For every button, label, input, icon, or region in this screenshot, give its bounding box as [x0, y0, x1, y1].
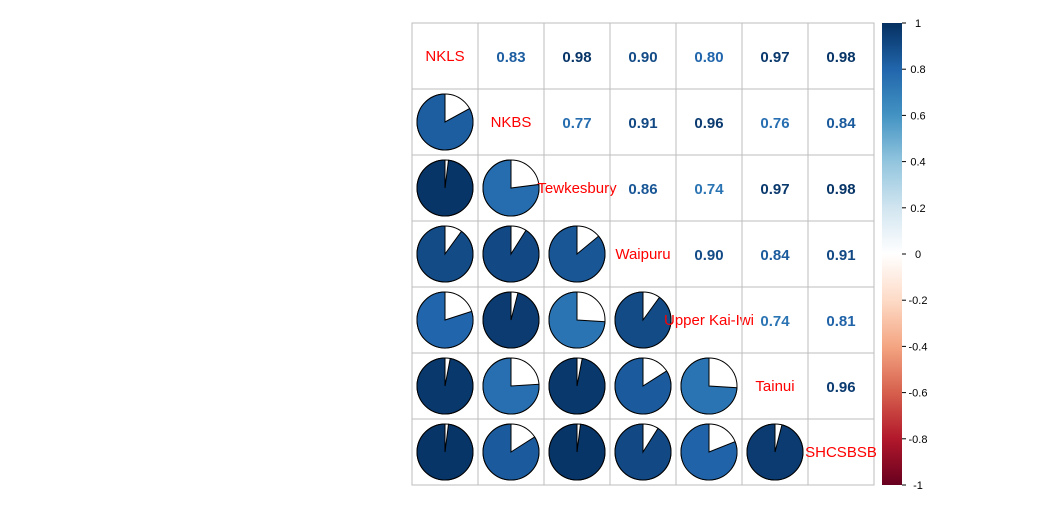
color-legend-tick-label: 0.8 — [910, 64, 925, 76]
correlation-value: 0.90 — [694, 247, 723, 264]
variable-label: Tainui — [755, 378, 794, 395]
grid-cell — [807, 418, 875, 486]
pie-wedge — [482, 357, 540, 415]
correlation-value: 0.98 — [562, 49, 591, 66]
pie-wedge — [416, 225, 474, 283]
correlation-value: 0.90 — [628, 49, 657, 66]
pie-wedge — [416, 159, 474, 217]
correlation-value: 0.84 — [760, 247, 790, 264]
correlation-value: 0.84 — [826, 115, 856, 132]
pie-wedge — [614, 357, 672, 415]
pie-wedge — [482, 423, 540, 481]
color-legend-tick-label: 0.6 — [910, 110, 925, 122]
variable-label: Tewkesbury — [537, 180, 617, 197]
correlation-value: 0.76 — [760, 115, 789, 132]
pie-wedge — [746, 423, 804, 481]
pie-wedge — [680, 357, 738, 415]
pie-wedge — [482, 225, 540, 283]
pie-wedge — [548, 225, 606, 283]
correlation-value: 0.74 — [760, 313, 790, 330]
pie-wedge — [548, 357, 606, 415]
pie-wedge — [416, 357, 474, 415]
color-legend-tick-label: 0.4 — [910, 157, 925, 169]
correlation-value: 0.97 — [760, 181, 789, 198]
correlation-value: 0.77 — [562, 115, 591, 132]
pie-wedge — [548, 291, 606, 349]
correlation-value: 0.80 — [694, 49, 723, 66]
correlation-value: 0.96 — [826, 379, 855, 396]
color-legend: 1 0.8 0.6 0.4 0.2 0 -0.2 -0.4 -0.6 -0.8 -1 — [882, 18, 927, 492]
pie-wedge — [416, 93, 474, 151]
correlation-value: 0.97 — [760, 49, 789, 66]
pie-wedge — [548, 423, 606, 481]
pie-wedge — [680, 423, 738, 481]
correlation-value: 0.91 — [628, 115, 657, 132]
matrix-cells: NKLS 0.83 0.98 0.90 0.80 0.97 0.98 NKBS 0.77 0.91… — [411, 22, 877, 486]
correlation-value: 0.98 — [826, 181, 855, 198]
pie-wedge — [416, 291, 474, 349]
pie-wedge — [416, 423, 474, 481]
color-legend-tick-label: -0.6 — [909, 388, 928, 400]
color-legend-tick-label: 0 — [915, 249, 921, 261]
correlation-value: 0.98 — [826, 49, 855, 66]
pie-wedge — [482, 159, 540, 217]
color-legend-bar — [882, 23, 902, 485]
correlation-value: 0.74 — [694, 181, 724, 198]
variable-label: NKLS — [425, 48, 464, 65]
color-legend-ticks: 1 0.8 0.6 0.4 0.2 0 -0.2 -0.4 -0.6 -0.8 -1 — [902, 18, 927, 492]
variable-label: Upper Kai-Iwi — [664, 312, 754, 329]
color-legend-tick-label: -1 — [913, 480, 923, 492]
pie-wedge — [482, 291, 540, 349]
color-legend-tick-label: -0.8 — [909, 434, 928, 446]
variable-label: SHCSBSB — [805, 444, 877, 461]
color-legend-tick-label: 1 — [915, 18, 921, 30]
variable-label: Waipuru — [615, 246, 670, 263]
correlation-value: 0.86 — [628, 181, 657, 198]
correlation-value: 0.96 — [694, 115, 723, 132]
pie-wedge — [614, 423, 672, 481]
correlation-value: 0.91 — [826, 247, 855, 264]
pie-wedge — [614, 291, 672, 349]
correlation-value: 0.81 — [826, 313, 855, 330]
color-legend-tick-label: 0.2 — [910, 203, 925, 215]
color-legend-tick-label: -0.4 — [909, 341, 928, 353]
color-legend-tick-label: -0.2 — [909, 295, 928, 307]
correlation-value: 0.83 — [496, 49, 525, 66]
variable-label: NKBS — [491, 114, 532, 131]
